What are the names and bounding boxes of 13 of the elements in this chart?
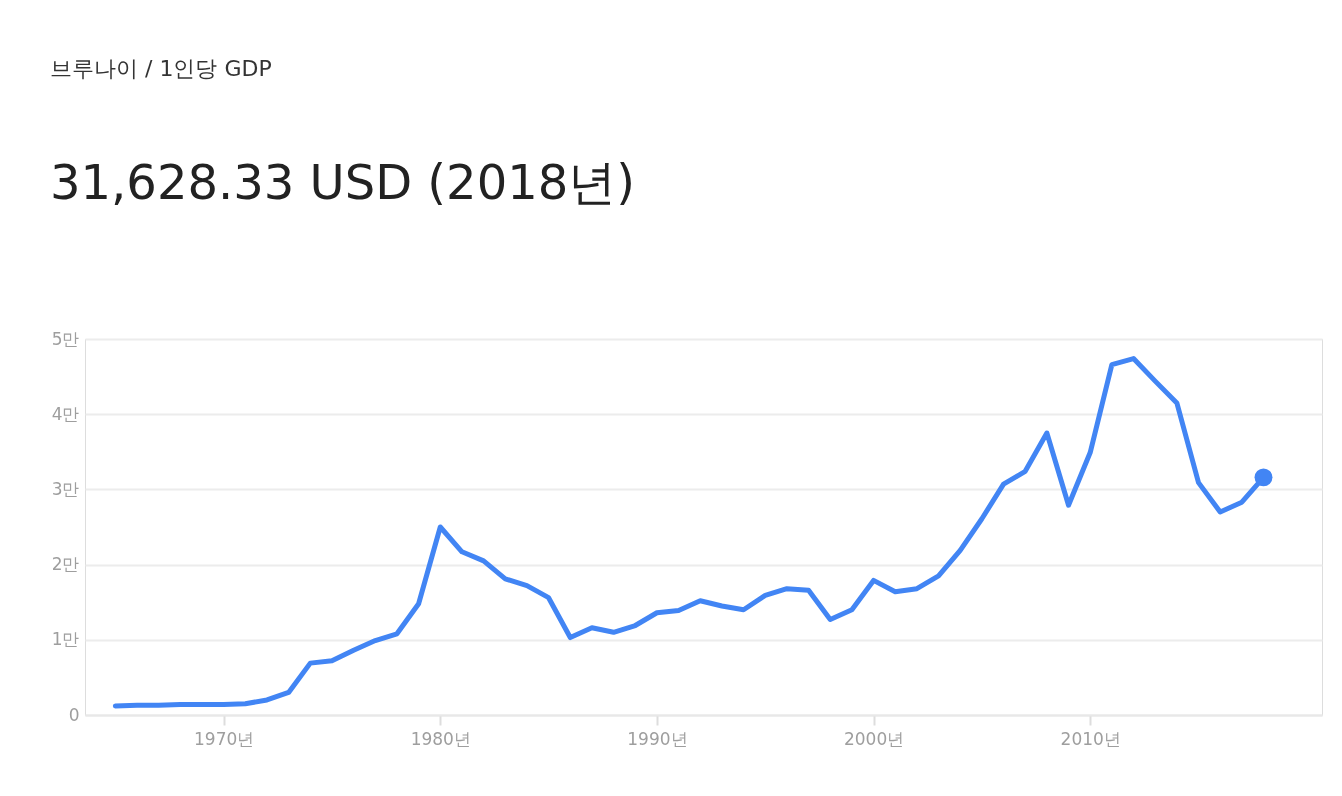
- chart-subtitle: 31,628.33 USD (2018년): [50, 154, 635, 210]
- x-tick-label: 1970년: [194, 728, 255, 749]
- x-tick-label: 1990년: [627, 728, 688, 749]
- y-tick-label: 3만: [51, 478, 80, 499]
- x-tick-label: 2000년: [843, 728, 905, 749]
- chart-title: 브루나이 / 1인당 GDP: [50, 56, 272, 81]
- y-tick-label: 4만: [51, 403, 80, 424]
- y-tick-label: 1만: [51, 629, 80, 650]
- x-tick-label: 2010년: [1060, 728, 1121, 749]
- y-tick-label: 0: [68, 704, 80, 725]
- x-tick-label: 1980년: [410, 728, 471, 749]
- y-tick-label: 5만: [51, 328, 80, 349]
- y-tick-label: 2만: [51, 554, 80, 575]
